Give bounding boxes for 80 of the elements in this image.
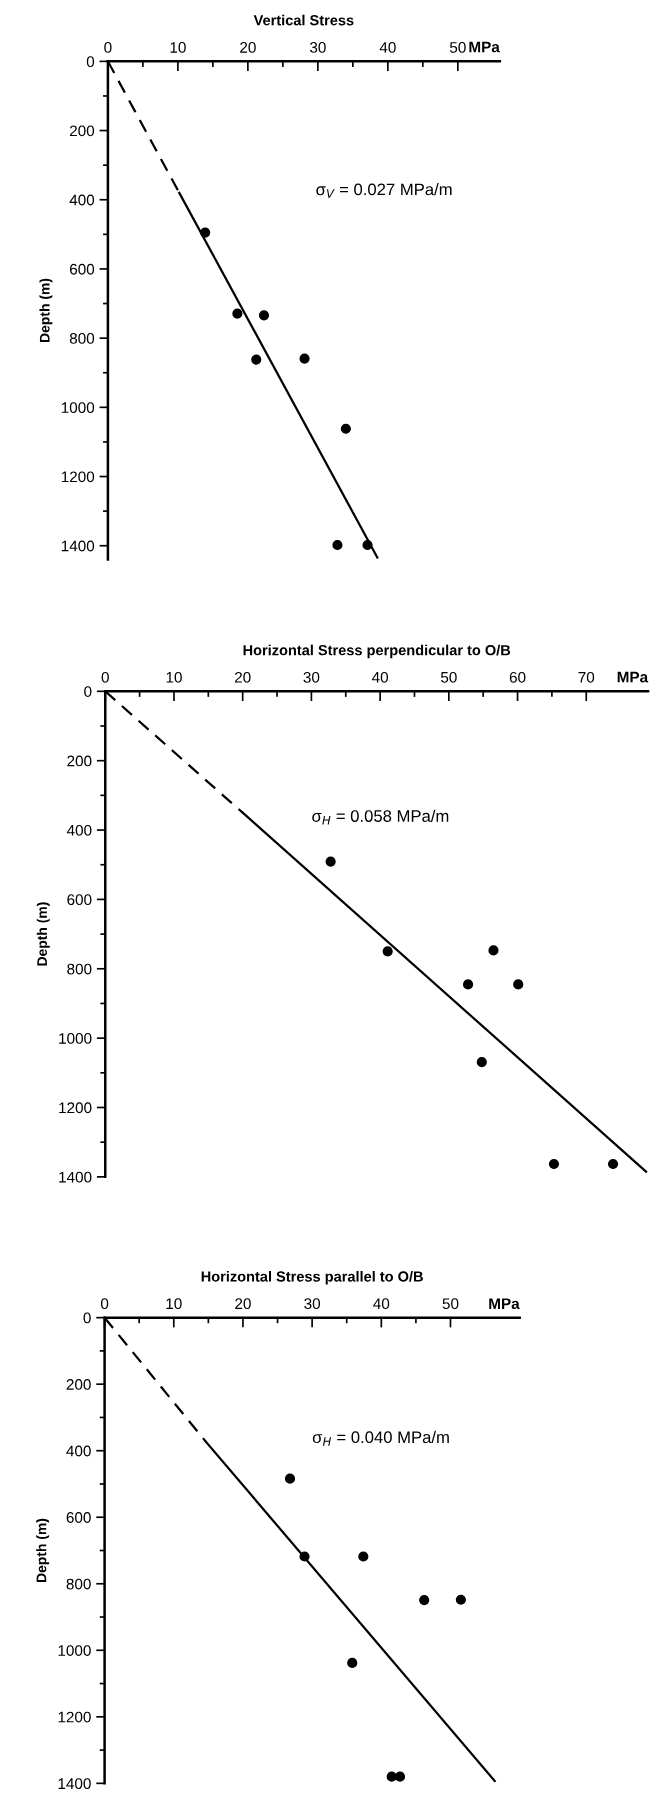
y-tick-label: 1400 <box>61 540 95 552</box>
y-tick-label: 1200 <box>58 1711 91 1723</box>
y-tick-label: 200 <box>67 755 92 767</box>
point <box>284 1473 296 1484</box>
annotation: σ$_{H}$ = 0.058 MPa/m <box>312 809 449 825</box>
point <box>488 945 499 956</box>
y-axis-title: Depth (m) <box>36 902 50 966</box>
y-tick-label: 1200 <box>59 1102 92 1114</box>
annotation: σ$_{V}$ = 0.027 MPa/m <box>316 183 452 198</box>
point <box>200 227 211 238</box>
y-tick-label: 600 <box>67 894 92 906</box>
point <box>419 1594 430 1606</box>
point <box>332 539 343 551</box>
x-tick-label: 30 <box>309 41 326 53</box>
y-tick-label: 0 <box>83 1312 91 1324</box>
chart-title: Horizontal Stress perpendicular to O/B <box>243 644 511 659</box>
y-axis-title: Depth (m) <box>36 1518 50 1582</box>
point <box>386 1771 397 1782</box>
x-tick-label: 30 <box>304 1298 321 1310</box>
x-tick-label: 0 <box>101 671 109 683</box>
point <box>513 979 524 990</box>
x-tick-label: 60 <box>509 671 526 683</box>
y-tick-label: 800 <box>69 333 95 344</box>
y-tick-label: 600 <box>66 1512 91 1523</box>
point <box>299 1551 310 1562</box>
point <box>258 310 270 321</box>
point <box>455 1594 466 1605</box>
x-tick-label: 40 <box>373 1298 390 1310</box>
x-tick-label: 20 <box>234 671 251 683</box>
point <box>251 354 262 365</box>
point <box>325 856 336 867</box>
point <box>462 979 474 990</box>
x-tick-label: 10 <box>166 1298 182 1310</box>
point <box>232 308 243 319</box>
x-tick-label: 40 <box>371 671 389 683</box>
x-tick-label: 30 <box>303 671 320 683</box>
y-tick-label: 800 <box>66 1578 91 1590</box>
x-axis-title: MPa <box>489 1298 520 1310</box>
x-tick-label: 10 <box>170 41 186 53</box>
y-axis-title: Depth (m) <box>39 278 53 342</box>
x-tick-label: 20 <box>235 1298 251 1310</box>
point <box>340 423 351 434</box>
y-tick-label: 0 <box>86 56 95 68</box>
y-tick-label: 1000 <box>58 1645 91 1656</box>
x-tick-label: 0 <box>104 41 112 53</box>
point <box>607 1158 619 1170</box>
x-tick-label: 50 <box>440 671 457 683</box>
x-tick-label: 70 <box>578 671 595 683</box>
point <box>347 1657 358 1669</box>
x-tick-label: 50 <box>449 41 466 53</box>
y-tick-label: 1000 <box>59 1033 92 1044</box>
y-tick-label: 1200 <box>61 471 95 483</box>
x-tick-label: 20 <box>240 41 256 53</box>
annotation: σ$_{H}$ = 0.040 MPa/m <box>312 1430 449 1446</box>
chart-title: Vertical Stress <box>253 14 354 26</box>
x-tick-label: 10 <box>166 671 182 683</box>
point <box>394 1771 406 1782</box>
y-tick-label: 600 <box>70 263 95 275</box>
y-tick-label: 800 <box>67 963 92 975</box>
x-tick-label: 0 <box>100 1298 109 1310</box>
point <box>362 539 373 551</box>
x-axis-title: MPa <box>469 41 500 53</box>
point <box>382 946 393 957</box>
chart-title: Horizontal Stress parallel to O/B <box>201 1270 423 1285</box>
x-axis-title: MPa <box>617 671 649 683</box>
y-tick-label: 1400 <box>59 1171 92 1183</box>
y-tick-label: 400 <box>66 1445 91 1457</box>
y-tick-label: 0 <box>84 686 92 697</box>
y-tick-label: 200 <box>69 125 95 137</box>
point <box>476 1056 487 1068</box>
x-tick-label: 50 <box>442 1298 459 1310</box>
y-tick-label: 1400 <box>58 1778 91 1790</box>
y-tick-label: 400 <box>66 824 92 836</box>
x-tick-label: 40 <box>379 41 396 53</box>
point <box>299 353 310 364</box>
point <box>358 1551 369 1562</box>
y-tick-label: 200 <box>66 1379 91 1390</box>
point <box>548 1158 560 1170</box>
y-tick-label: 1000 <box>61 402 95 414</box>
y-tick-label: 400 <box>69 194 95 206</box>
